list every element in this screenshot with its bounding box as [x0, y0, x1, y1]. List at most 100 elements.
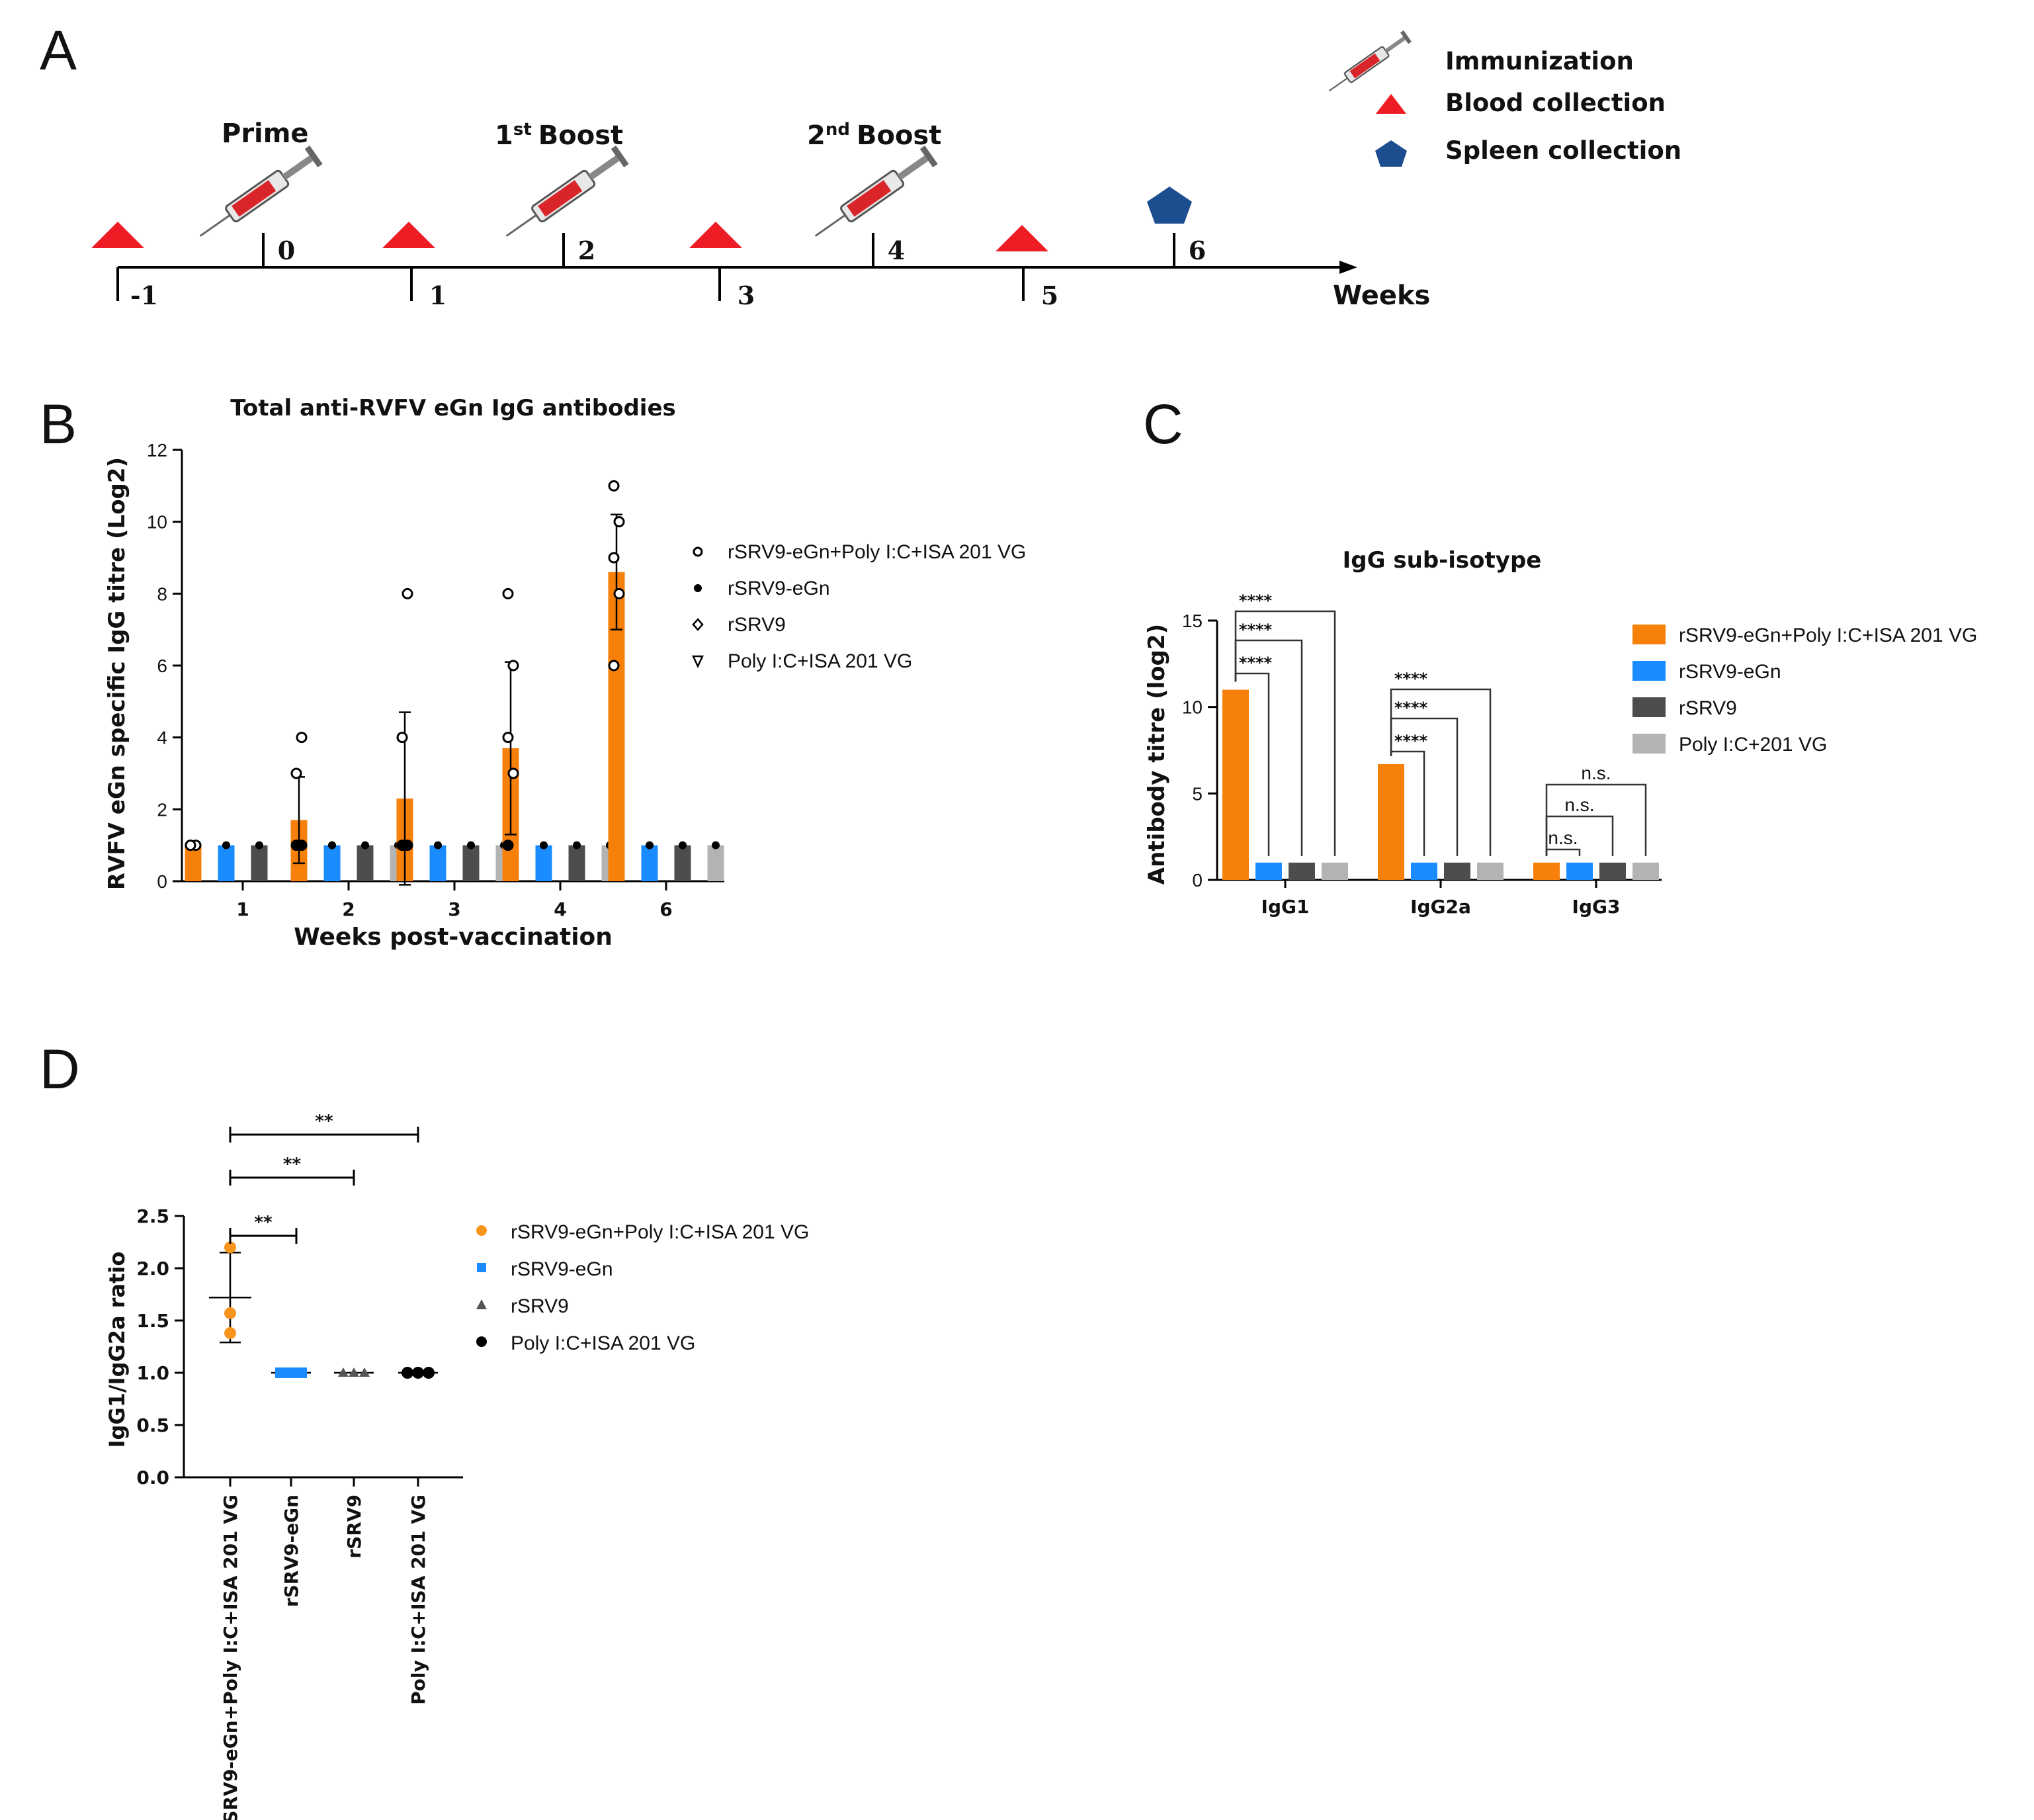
chart-d-sig-label: ** — [254, 1213, 273, 1233]
chart-d-ytick-label: 1.5 — [136, 1310, 169, 1332]
panel-b: B Total anti-RVFV eGn IgG antibodies RVF… — [40, 393, 1026, 951]
chart-c-ytick-label: 0 — [1192, 870, 1203, 890]
timeline-arrowhead — [1339, 261, 1357, 274]
panel-letter-b: B — [40, 393, 77, 455]
chart-d-point — [224, 1307, 236, 1319]
chart-b-point — [290, 767, 302, 779]
chart-b-bar — [251, 845, 268, 881]
legend-label: rSRV9-eGn+Poly I:C+ISA 201 VG — [1679, 625, 1977, 646]
chart-b-point — [328, 841, 336, 849]
chart-b-bar — [218, 845, 235, 881]
chart-c-sig-bracket — [1545, 783, 1647, 856]
legend-label: Poly I:C+ISA 201 VG — [728, 650, 912, 672]
chart-b-bar — [429, 845, 446, 881]
chart-c-bar — [1599, 862, 1626, 880]
chart-b-xtick-label: 3 — [448, 898, 460, 920]
chart-b-ytick-label: 8 — [157, 584, 167, 604]
chart-b-point — [396, 732, 408, 744]
chart-d-point — [423, 1367, 435, 1379]
legend-label: rSRV9-eGn — [728, 578, 830, 599]
legend-spleen-label: Spleen collection — [1445, 136, 1681, 165]
chart-b-point — [296, 840, 308, 851]
timeline-tick-label: 0 — [278, 236, 295, 265]
timeline-tick-label: 6 — [1189, 236, 1206, 265]
chart-b-xlabel: Weeks post-vaccination — [294, 924, 613, 951]
legend-label: rSRV9-eGn+Poly I:C+ISA 201 VG — [511, 1221, 809, 1243]
panel-d: D IgG1/IgG2a ratio 0.0 0.5 1.0 1.5 2.0 2.5 rSR… — [40, 1038, 809, 1820]
blood-triangle-icon — [689, 222, 742, 248]
chart-c-sig-bracket — [1545, 848, 1581, 856]
chart-c-bar — [1322, 862, 1348, 880]
chart-d-point — [338, 1367, 349, 1377]
chart-d-xtick-label: rSRV9 — [343, 1495, 365, 1559]
chart-b-point — [255, 841, 263, 849]
chart-b-point — [507, 660, 519, 672]
blood-triangle-icon — [91, 222, 144, 248]
panel-c: C IgG sub-isotype Antibody titre (log2) … — [1143, 393, 1977, 918]
chart-b-ytick-label: 0 — [157, 871, 167, 892]
panel-a: A Immunization Blood collection Spleen c… — [40, 19, 1681, 311]
chart-c-bar — [1533, 862, 1560, 880]
boost1-sup: st — [513, 120, 532, 140]
legend-swatch — [1632, 697, 1666, 717]
boost1-syringe-icon — [505, 146, 629, 237]
event-boost2-label: 2nd Boost — [807, 120, 941, 151]
chart-d-point — [296, 1367, 307, 1378]
chart-b-point — [573, 841, 581, 849]
legend-label: rSRV9-eGn — [1679, 661, 1781, 683]
chart-d-point — [224, 1326, 236, 1339]
chart-b-bar — [357, 845, 374, 881]
chart-b-point — [467, 841, 475, 849]
chart-c-sig-label: **** — [1239, 654, 1273, 672]
panel-letter-c: C — [1143, 393, 1183, 455]
timeline-tick-label: 3 — [738, 281, 755, 310]
chart-d-point — [286, 1367, 296, 1378]
chart-b-point — [613, 516, 625, 528]
chart-c-sig-bracket — [1234, 610, 1336, 856]
legend-label: Poly I:C+201 VG — [1679, 734, 1827, 756]
chart-b-ytick-label: 12 — [147, 440, 167, 460]
chart-d-sig-label: ** — [315, 1111, 333, 1131]
timeline-weeks-label: Weeks — [1333, 281, 1430, 311]
legend-marker-icon — [476, 1225, 487, 1236]
chart-c-sig-label: n.s. — [1564, 795, 1594, 815]
boost2-syringe-icon — [814, 146, 938, 237]
chart-b-point — [402, 587, 413, 599]
boost2-sup: nd — [826, 120, 850, 140]
chart-c-bar — [1566, 862, 1593, 880]
chart-b-xtick-label: 4 — [554, 898, 566, 920]
chart-b-point — [613, 587, 625, 599]
timeline-tick-label: 5 — [1041, 281, 1058, 310]
chart-c-sig-label: **** — [1239, 591, 1273, 610]
chart-d-xtick-label: rSRV9-eGn — [280, 1495, 302, 1607]
chart-d-xtick-label: Poly I:C+ISA 201 VG — [407, 1495, 429, 1705]
chart-c-sig-label: **** — [1239, 621, 1273, 639]
chart-d-xtick-label: rSRV9-eGn+Poly I:C+ISA 201 VG — [220, 1495, 241, 1820]
panel-letter-d: D — [40, 1038, 80, 1100]
chart-c-sig-label: **** — [1394, 670, 1428, 688]
chart-b-bar — [462, 845, 480, 881]
legend-label: Poly I:C+ISA 201 VG — [511, 1332, 695, 1354]
chart-b-xtick-label: 2 — [342, 898, 355, 920]
legend-immunization-label: Immunization — [1445, 47, 1634, 75]
chart-d-point — [224, 1241, 236, 1254]
chart-b-point — [185, 840, 196, 851]
timeline-tick-label: 4 — [888, 236, 905, 265]
timeline-tick-label: -1 — [130, 281, 158, 310]
chart-d-point — [412, 1367, 424, 1379]
legend-blood-label: Blood collection — [1445, 89, 1666, 117]
chart-b-bar — [674, 845, 691, 881]
chart-c-sig-label: n.s. — [1581, 763, 1611, 783]
chart-c-sig-bracket — [1390, 688, 1492, 856]
event-boost1-label: 1st Boost — [495, 120, 623, 151]
chart-b-point — [361, 841, 369, 849]
chart-c-bar — [1222, 689, 1249, 880]
chart-d-legend: rSRV9-eGn+Poly I:C+ISA 201 VG rSRV9-eGn rS… — [476, 1221, 809, 1354]
legend-label: rSRV9-eGn+Poly I:C+ISA 201 VG — [728, 541, 1026, 563]
chart-c-bar — [1255, 862, 1282, 880]
chart-b-legend: rSRV9-eGn+Poly I:C+ISA 201 VG rSRV9-eGn rS… — [692, 541, 1026, 672]
event-prime-label: Prime — [222, 118, 309, 149]
legend-label: rSRV9 — [728, 614, 786, 636]
chart-b-point — [679, 841, 687, 849]
